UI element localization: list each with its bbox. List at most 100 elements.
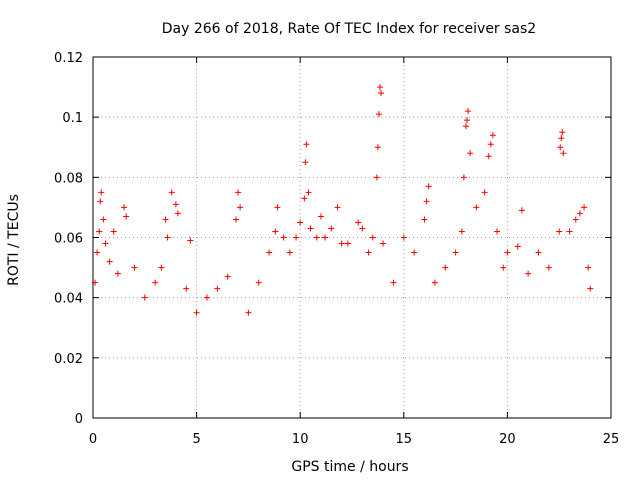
data-point: [305, 189, 312, 196]
data-point: [183, 285, 190, 292]
data-point: [431, 279, 438, 286]
data-point: [235, 189, 242, 196]
data-point: [487, 141, 494, 148]
data-point: [141, 294, 148, 301]
data-point: [494, 228, 501, 235]
data-point: [303, 141, 310, 148]
data-point: [390, 279, 397, 286]
data-point: [465, 108, 472, 115]
x-tick-label: 25: [603, 432, 620, 447]
data-point: [452, 249, 459, 256]
data-point: [245, 309, 252, 316]
data-point: [380, 240, 387, 247]
data-point: [266, 249, 273, 256]
data-point: [355, 219, 362, 226]
data-point: [232, 216, 239, 223]
data-point: [158, 264, 165, 271]
data-point: [359, 225, 366, 232]
data-point: [504, 249, 511, 256]
data-point: [585, 264, 592, 271]
x-tick-label: 0: [89, 432, 97, 447]
data-point: [369, 234, 376, 241]
data-point: [535, 249, 542, 256]
data-point: [514, 243, 521, 250]
data-point: [334, 204, 341, 211]
y-tick-label: 0.04: [54, 292, 83, 307]
data-point: [187, 237, 194, 244]
data-point: [274, 204, 281, 211]
data-point: [224, 273, 231, 280]
data-point: [172, 201, 179, 208]
y-tick-label: 0.06: [54, 232, 83, 247]
data-point: [423, 198, 430, 205]
data-point: [131, 264, 138, 271]
x-tick-label: 5: [192, 432, 200, 447]
data-point: [102, 240, 109, 247]
y-tick-label: 0.08: [54, 171, 83, 186]
axis-ticks: 0 5 10 15 20 25 0 0.02 0.04 0.06 0.08 0.1 0.12: [54, 51, 619, 447]
data-point: [378, 90, 385, 97]
data-point: [214, 285, 221, 292]
data-point: [272, 228, 279, 235]
data-point: [560, 150, 567, 157]
data-point: [400, 234, 407, 241]
data-point: [123, 213, 130, 220]
data-point: [481, 189, 488, 196]
data-point: [518, 207, 525, 214]
data-point: [442, 264, 449, 271]
data-point: [467, 150, 474, 157]
data-point: [293, 234, 300, 241]
data-point: [338, 240, 345, 247]
data-point: [286, 249, 293, 256]
data-point: [489, 132, 496, 139]
data-point: [313, 234, 320, 241]
data-point: [114, 270, 121, 277]
data-point: [473, 204, 480, 211]
data-point: [411, 249, 418, 256]
chart-title: Day 266 of 2018, Rate Of TEC Index for r…: [162, 21, 536, 37]
y-axis-label: ROTI / TECUs: [6, 194, 22, 286]
data-point: [317, 213, 324, 220]
data-point: [97, 198, 104, 205]
grid: [93, 57, 611, 418]
data-points: [92, 84, 594, 316]
data-point: [302, 159, 309, 166]
data-point: [152, 279, 159, 286]
data-point: [545, 264, 552, 271]
data-point: [525, 270, 532, 277]
data-point: [558, 135, 565, 142]
data-point: [106, 258, 113, 265]
data-point: [121, 204, 128, 211]
data-point: [280, 234, 287, 241]
data-point: [576, 210, 583, 217]
data-point: [587, 285, 594, 292]
data-point: [556, 228, 563, 235]
data-point: [500, 264, 507, 271]
data-point: [297, 219, 304, 226]
data-point: [365, 249, 372, 256]
data-point: [322, 234, 329, 241]
data-point: [162, 216, 169, 223]
data-point: [110, 228, 117, 235]
data-point: [375, 111, 382, 118]
data-point: [581, 204, 588, 211]
data-point: [168, 189, 175, 196]
data-point: [572, 216, 579, 223]
x-tick-label: 15: [396, 432, 413, 447]
x-axis-label: GPS time / hours: [291, 459, 408, 475]
data-point: [94, 249, 101, 256]
data-point: [237, 204, 244, 211]
data-point: [100, 216, 107, 223]
data-point: [373, 174, 380, 181]
data-point: [425, 183, 432, 190]
data-point: [376, 84, 383, 91]
data-point: [164, 234, 171, 241]
data-point: [458, 228, 465, 235]
data-point: [559, 129, 566, 136]
data-point: [566, 228, 573, 235]
data-point: [463, 117, 470, 124]
data-point: [485, 153, 492, 160]
data-point: [255, 279, 262, 286]
y-tick-label: 0.1: [62, 111, 83, 126]
